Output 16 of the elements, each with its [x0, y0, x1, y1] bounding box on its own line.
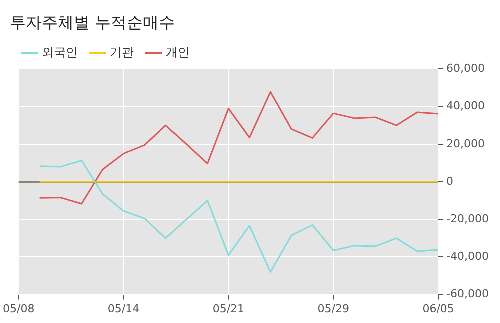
x-tick-label: 05/29 — [318, 302, 350, 316]
x-tick-label: 05/21 — [212, 302, 245, 316]
x-tick-label: 05/08 — [3, 302, 35, 316]
y-tick-label: -20,000 — [446, 212, 490, 226]
y-tick-label: -40,000 — [446, 250, 490, 264]
legend-label: 기관 — [110, 45, 134, 60]
x-tick-label: 05/14 — [108, 302, 140, 316]
chart-title: 투자주체별 누적순매수 — [10, 12, 176, 32]
y-tick-label: -60,000 — [446, 288, 490, 301]
y-tick-label: 20,000 — [446, 137, 486, 150]
x-tick-label: 06/05 — [422, 302, 454, 316]
y-tick-label: 40,000 — [446, 100, 486, 113]
legend-label: 개인 — [166, 45, 190, 60]
legend-label: 외국인 — [42, 45, 78, 60]
y-tick-label: 0 — [446, 174, 454, 188]
y-tick-label: 60,000 — [446, 62, 486, 76]
